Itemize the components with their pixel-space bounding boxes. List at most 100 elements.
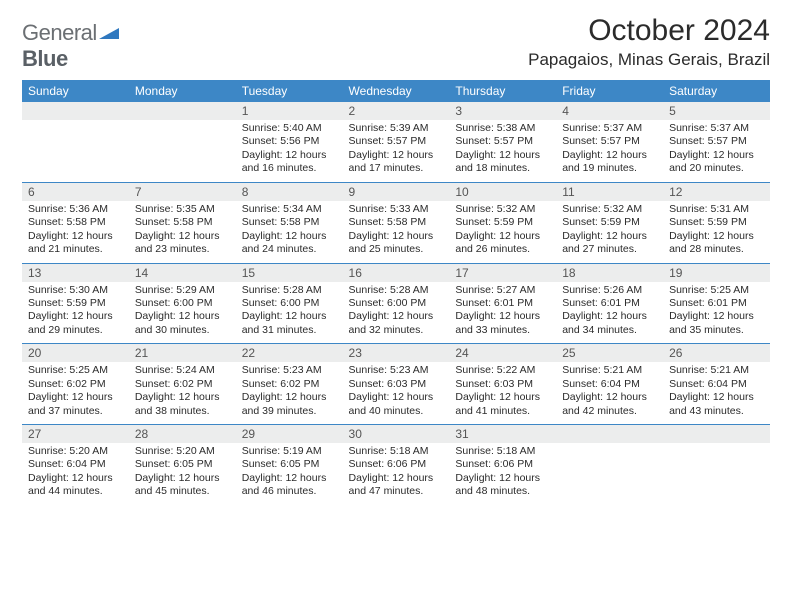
day-number-cell: 11 — [556, 182, 663, 201]
day-number: 17 — [449, 264, 556, 282]
day-detail-line: Sunrise: 5:28 AM — [242, 284, 337, 297]
day-detail-line: Sunset: 6:05 PM — [242, 458, 337, 471]
brand-part2: Blue — [22, 46, 68, 71]
day-detail-line: and 26 minutes. — [455, 243, 550, 256]
day-body-cell — [556, 443, 663, 505]
day-number: 7 — [129, 183, 236, 201]
day-detail-line: Sunrise: 5:26 AM — [562, 284, 657, 297]
day-detail-line: Sunset: 5:58 PM — [28, 216, 123, 229]
calendar-table: Sunday Monday Tuesday Wednesday Thursday… — [22, 80, 770, 505]
day-number-cell: 28 — [129, 425, 236, 444]
day-body-cell: Sunrise: 5:23 AMSunset: 6:03 PMDaylight:… — [343, 362, 450, 424]
day-detail-line: Sunset: 5:57 PM — [455, 135, 550, 148]
day-body-cell: Sunrise: 5:33 AMSunset: 5:58 PMDaylight:… — [343, 201, 450, 263]
day-number-cell — [129, 102, 236, 120]
day-number-cell: 14 — [129, 263, 236, 282]
day-body-cell: Sunrise: 5:26 AMSunset: 6:01 PMDaylight:… — [556, 282, 663, 344]
day-detail-line: and 47 minutes. — [349, 485, 444, 498]
day-body-cell: Sunrise: 5:23 AMSunset: 6:02 PMDaylight:… — [236, 362, 343, 424]
day-detail-line: Sunset: 6:00 PM — [349, 297, 444, 310]
day-detail-line: Daylight: 12 hours — [349, 391, 444, 404]
day-detail-line: Sunset: 5:56 PM — [242, 135, 337, 148]
weekday-header: Friday — [556, 80, 663, 102]
day-number-cell: 5 — [663, 102, 770, 120]
day-number: 14 — [129, 264, 236, 282]
day-number: 26 — [663, 344, 770, 362]
day-body-cell: Sunrise: 5:20 AMSunset: 6:05 PMDaylight:… — [129, 443, 236, 505]
day-body-row: Sunrise: 5:40 AMSunset: 5:56 PMDaylight:… — [22, 120, 770, 182]
day-detail-line: and 25 minutes. — [349, 243, 444, 256]
day-detail-line: Daylight: 12 hours — [28, 310, 123, 323]
triangle-icon — [99, 26, 119, 40]
day-body-cell: Sunrise: 5:21 AMSunset: 6:04 PMDaylight:… — [663, 362, 770, 424]
day-body-cell: Sunrise: 5:37 AMSunset: 5:57 PMDaylight:… — [556, 120, 663, 182]
day-detail-line: Sunrise: 5:39 AM — [349, 122, 444, 135]
day-detail-line: Daylight: 12 hours — [242, 230, 337, 243]
day-detail-line: Sunrise: 5:30 AM — [28, 284, 123, 297]
day-detail-line: Sunrise: 5:38 AM — [455, 122, 550, 135]
day-number-row: 20212223242526 — [22, 344, 770, 363]
day-detail-line: and 37 minutes. — [28, 405, 123, 418]
day-detail-line: Sunrise: 5:27 AM — [455, 284, 550, 297]
day-detail-line: Daylight: 12 hours — [455, 472, 550, 485]
day-detail-line: Daylight: 12 hours — [242, 472, 337, 485]
day-number: 21 — [129, 344, 236, 362]
day-detail-line: Sunset: 5:58 PM — [242, 216, 337, 229]
weekday-header-row: Sunday Monday Tuesday Wednesday Thursday… — [22, 80, 770, 102]
day-number-cell: 30 — [343, 425, 450, 444]
day-detail-line: Daylight: 12 hours — [28, 472, 123, 485]
day-detail-line: and 30 minutes. — [135, 324, 230, 337]
day-detail-line: Daylight: 12 hours — [242, 149, 337, 162]
day-body-cell: Sunrise: 5:22 AMSunset: 6:03 PMDaylight:… — [449, 362, 556, 424]
day-detail-line: Sunrise: 5:20 AM — [28, 445, 123, 458]
day-detail-line: Sunset: 5:59 PM — [455, 216, 550, 229]
day-body-cell: Sunrise: 5:28 AMSunset: 6:00 PMDaylight:… — [343, 282, 450, 344]
day-body-row: Sunrise: 5:25 AMSunset: 6:02 PMDaylight:… — [22, 362, 770, 424]
day-detail-line: and 21 minutes. — [28, 243, 123, 256]
day-detail-line: Daylight: 12 hours — [135, 391, 230, 404]
day-detail-line: Sunrise: 5:36 AM — [28, 203, 123, 216]
day-number-cell: 27 — [22, 425, 129, 444]
day-detail-line: Daylight: 12 hours — [669, 310, 764, 323]
day-body-cell — [129, 120, 236, 182]
day-number: 19 — [663, 264, 770, 282]
day-detail-line: Sunrise: 5:22 AM — [455, 364, 550, 377]
day-body-cell: Sunrise: 5:36 AMSunset: 5:58 PMDaylight:… — [22, 201, 129, 263]
day-detail-line: and 40 minutes. — [349, 405, 444, 418]
day-number-cell: 6 — [22, 182, 129, 201]
day-detail-line: Daylight: 12 hours — [455, 391, 550, 404]
day-number-cell: 4 — [556, 102, 663, 120]
day-detail-line: Sunset: 6:00 PM — [135, 297, 230, 310]
day-detail-line: and 20 minutes. — [669, 162, 764, 175]
day-detail-line: Daylight: 12 hours — [562, 310, 657, 323]
day-number-cell: 22 — [236, 344, 343, 363]
weekday-header: Wednesday — [343, 80, 450, 102]
day-detail-line: Sunrise: 5:32 AM — [455, 203, 550, 216]
day-detail-line: and 33 minutes. — [455, 324, 550, 337]
day-detail-line: Sunset: 6:04 PM — [28, 458, 123, 471]
day-number-cell: 12 — [663, 182, 770, 201]
day-detail-line: and 43 minutes. — [669, 405, 764, 418]
weekday-header: Monday — [129, 80, 236, 102]
day-detail-line: Sunset: 5:59 PM — [669, 216, 764, 229]
day-number-row: 6789101112 — [22, 182, 770, 201]
day-number-cell: 20 — [22, 344, 129, 363]
day-detail-line: Sunset: 5:58 PM — [135, 216, 230, 229]
day-number: 23 — [343, 344, 450, 362]
day-number-cell: 31 — [449, 425, 556, 444]
day-body-cell: Sunrise: 5:19 AMSunset: 6:05 PMDaylight:… — [236, 443, 343, 505]
day-detail-line: and 27 minutes. — [562, 243, 657, 256]
day-body-cell: Sunrise: 5:32 AMSunset: 5:59 PMDaylight:… — [449, 201, 556, 263]
day-detail-line: Daylight: 12 hours — [349, 230, 444, 243]
day-detail-line: and 42 minutes. — [562, 405, 657, 418]
day-body-cell: Sunrise: 5:21 AMSunset: 6:04 PMDaylight:… — [556, 362, 663, 424]
day-number-cell: 25 — [556, 344, 663, 363]
day-number-cell: 7 — [129, 182, 236, 201]
day-number-cell: 21 — [129, 344, 236, 363]
brand-part1: General — [22, 20, 97, 45]
day-detail-line: Daylight: 12 hours — [562, 149, 657, 162]
day-number-cell: 18 — [556, 263, 663, 282]
day-number: 24 — [449, 344, 556, 362]
day-detail-line: and 28 minutes. — [669, 243, 764, 256]
day-body-cell: Sunrise: 5:32 AMSunset: 5:59 PMDaylight:… — [556, 201, 663, 263]
